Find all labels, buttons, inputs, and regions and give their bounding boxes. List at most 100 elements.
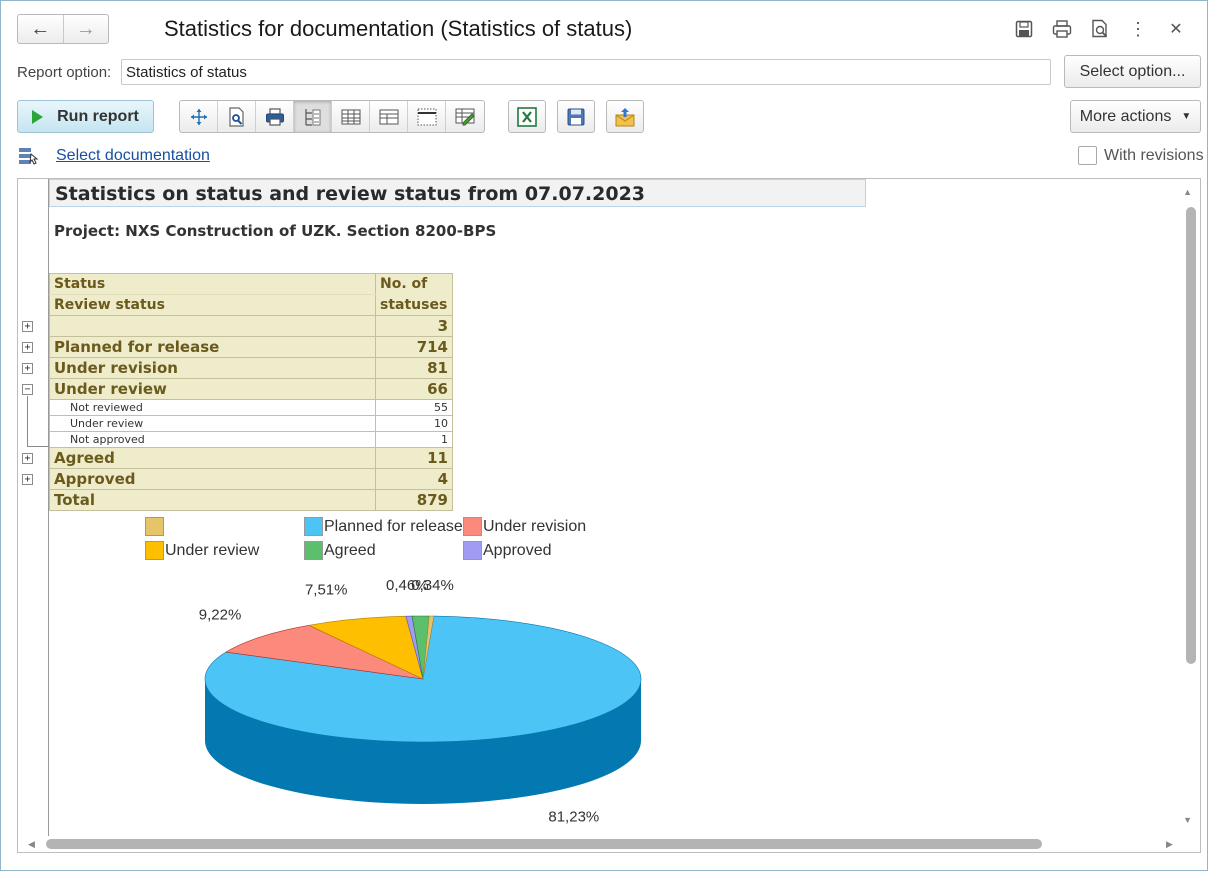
table-row[interactable]: Under review 66 bbox=[49, 378, 453, 400]
pie-slice bbox=[422, 615, 435, 680]
horizontal-scrollbar-thumb[interactable] bbox=[46, 839, 1042, 849]
legend-label: Agreed bbox=[324, 541, 376, 559]
header-status: Status bbox=[49, 273, 376, 295]
more-actions-label: More actions bbox=[1079, 107, 1172, 125]
with-revisions-checkbox[interactable] bbox=[1078, 146, 1097, 165]
table-row[interactable]: 3 bbox=[49, 315, 453, 337]
grouping-gutter bbox=[18, 179, 49, 836]
select-documentation-link[interactable]: Select documentation bbox=[56, 147, 210, 164]
grid-icon[interactable] bbox=[408, 101, 446, 132]
pie-slice bbox=[307, 615, 424, 680]
status-label bbox=[49, 315, 376, 337]
expand-toggle[interactable]: + bbox=[22, 453, 33, 464]
legend-swatch bbox=[145, 517, 164, 536]
expand-toggle[interactable]: + bbox=[22, 363, 33, 374]
chevron-down-icon: ▼ bbox=[1181, 111, 1192, 122]
more-vertical-icon[interactable]: ⋮ bbox=[1129, 18, 1147, 39]
review-status-count: 1 bbox=[375, 431, 453, 448]
table-row[interactable]: Agreed 11 bbox=[49, 447, 453, 469]
layout-icon[interactable] bbox=[370, 101, 408, 132]
status-label: Planned for release bbox=[49, 336, 376, 358]
expand-toggle[interactable]: + bbox=[22, 342, 33, 353]
legend-item bbox=[145, 517, 165, 536]
header-count: No. of bbox=[375, 273, 453, 295]
edit-icon[interactable] bbox=[446, 101, 484, 132]
scroll-right-arrow[interactable]: ▶ bbox=[1166, 839, 1173, 849]
pie-data-label: 0,34% bbox=[411, 577, 454, 594]
expand-toggle[interactable]: + bbox=[22, 474, 33, 485]
table-icon[interactable] bbox=[332, 101, 370, 132]
move-icon[interactable] bbox=[180, 101, 218, 132]
total-value: 879 bbox=[375, 489, 453, 511]
legend-label: Under review bbox=[165, 541, 260, 559]
total-row: Total 879 bbox=[49, 489, 453, 511]
collapse-toggle[interactable]: − bbox=[22, 384, 33, 395]
pie-data-label: 0,46% bbox=[386, 577, 429, 594]
legend-swatch bbox=[304, 517, 323, 536]
status-label: Under review bbox=[49, 378, 376, 400]
scroll-up-arrow[interactable]: ▲ bbox=[1183, 187, 1192, 197]
run-report-label: Run report bbox=[57, 107, 139, 125]
report-option-field[interactable] bbox=[121, 59, 1051, 85]
status-count: 11 bbox=[375, 447, 453, 469]
print-icon[interactable] bbox=[1043, 15, 1081, 43]
table-subrow[interactable]: Not approved 1 bbox=[49, 431, 453, 448]
review-status-label: Not approved bbox=[49, 431, 376, 448]
pie-slice bbox=[225, 624, 424, 680]
header-statuses: statuses bbox=[375, 294, 453, 316]
legend-item: Approved bbox=[463, 541, 552, 560]
excel-button[interactable] bbox=[508, 100, 546, 133]
table-row[interactable]: Under revision 81 bbox=[49, 357, 453, 379]
legend-label: Planned for release bbox=[324, 517, 463, 535]
status-label: Agreed bbox=[49, 447, 376, 469]
legend-swatch bbox=[463, 517, 482, 536]
forward-button[interactable]: → bbox=[62, 15, 109, 43]
legend-swatch bbox=[463, 541, 482, 560]
excel-icon bbox=[509, 101, 545, 132]
print-icon[interactable] bbox=[256, 101, 294, 132]
scroll-left-arrow[interactable]: ◀ bbox=[28, 839, 35, 849]
review-status-label: Not reviewed bbox=[49, 399, 376, 416]
header-review-status: Review status bbox=[49, 294, 376, 316]
arrow-right-icon: → bbox=[75, 17, 96, 40]
back-button[interactable]: ← bbox=[18, 15, 63, 43]
status-label: Approved bbox=[49, 468, 376, 490]
save-report-button[interactable] bbox=[557, 100, 595, 133]
send-icon bbox=[607, 101, 643, 132]
vertical-scrollbar-thumb[interactable] bbox=[1186, 207, 1196, 664]
status-count: 66 bbox=[375, 378, 453, 400]
with-revisions-label: With revisions bbox=[1104, 147, 1204, 164]
save-icon[interactable] bbox=[1005, 15, 1043, 43]
select-option-button[interactable]: Select option... bbox=[1064, 55, 1201, 88]
table-row[interactable]: Approved 4 bbox=[49, 468, 453, 490]
status-count: 4 bbox=[375, 468, 453, 490]
status-label: Under revision bbox=[49, 357, 376, 379]
report-toolbar bbox=[179, 100, 485, 133]
legend-item: Under revision bbox=[463, 517, 586, 536]
table-subrow[interactable]: Not reviewed 55 bbox=[49, 399, 453, 416]
pie-data-label: 81,23% bbox=[548, 808, 599, 825]
documentation-icon[interactable] bbox=[17, 146, 39, 166]
structure-icon[interactable] bbox=[294, 101, 332, 132]
report-title: Statistics on status and review status f… bbox=[49, 179, 866, 207]
project-line: Project: NXS Construction of UZK. Sectio… bbox=[54, 222, 497, 240]
scroll-down-arrow[interactable]: ▼ bbox=[1183, 815, 1192, 825]
legend-swatch bbox=[304, 541, 323, 560]
preview-icon[interactable] bbox=[1081, 15, 1119, 43]
status-count: 81 bbox=[375, 357, 453, 379]
send-button[interactable] bbox=[606, 100, 644, 133]
legend-swatch bbox=[145, 541, 164, 560]
zoom-icon[interactable] bbox=[218, 101, 256, 132]
group-bracket bbox=[27, 396, 28, 446]
run-report-button[interactable]: Run report bbox=[17, 100, 154, 133]
close-icon[interactable]: ✕ bbox=[1169, 21, 1183, 38]
table-row[interactable]: Planned for release 714 bbox=[49, 336, 453, 358]
table-subrow[interactable]: Under review 10 bbox=[49, 415, 453, 432]
review-status-count: 10 bbox=[375, 415, 453, 432]
play-icon bbox=[32, 109, 44, 124]
more-actions-button[interactable]: More actions ▼ bbox=[1070, 100, 1201, 133]
report-area[interactable]: Statistics on status and review status f… bbox=[17, 178, 1201, 853]
statistics-table: Status No. of Review status statuses 3 P… bbox=[49, 273, 453, 511]
expand-toggle[interactable]: + bbox=[22, 321, 33, 332]
